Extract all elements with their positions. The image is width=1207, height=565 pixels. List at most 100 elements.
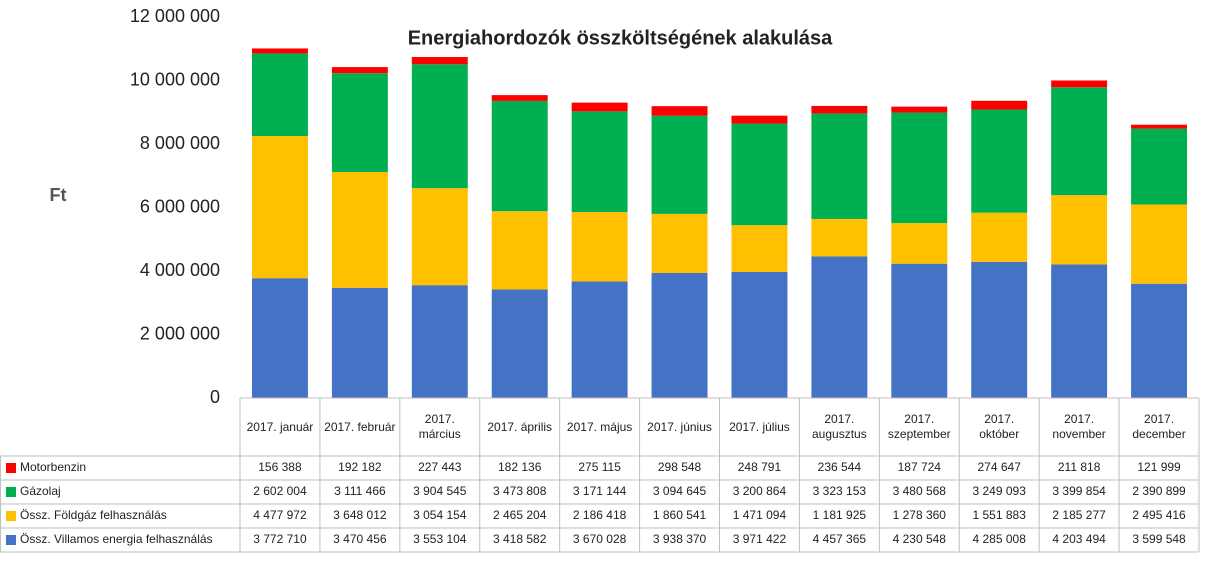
data-label: 298 548: [658, 460, 702, 474]
bar-segment: [331, 67, 388, 74]
data-label: 3 418 582: [493, 532, 547, 546]
x-tick-label: 2017. március: [418, 412, 461, 441]
data-label: 156 388: [258, 460, 302, 474]
bar-segment: [811, 218, 868, 257]
legend-label: Motorbenzin: [20, 460, 86, 474]
bar-segment: [811, 256, 868, 398]
bar-segment: [411, 57, 468, 65]
x-tick-label-box: 2017. június: [647, 419, 712, 434]
data-label: 3 670 028: [573, 532, 627, 546]
data-label: 192 182: [338, 460, 382, 474]
x-tick-label: 2017. január: [246, 419, 314, 434]
bar-segment: [1051, 80, 1108, 88]
bar-segment: [651, 115, 708, 214]
x-tick-label-box: 2017. február: [324, 420, 395, 434]
bar-segment: [811, 113, 868, 219]
bar-segment: [731, 271, 788, 398]
bar-segment: [251, 278, 308, 398]
data-label: 1 860 541: [653, 508, 707, 522]
x-tick-label: 2017. szeptember: [887, 412, 951, 441]
x-tick-label-box: 2017. december: [1132, 412, 1186, 441]
data-label: 3 904 545: [413, 484, 467, 498]
data-label: 3 648 012: [333, 508, 387, 522]
data-label: 3 094 645: [653, 484, 707, 498]
x-tick-label-box: 2017. április: [487, 420, 552, 434]
data-label: 211 818: [1058, 460, 1101, 474]
x-tick-label: 2017. május: [566, 419, 633, 434]
x-tick-label-box: 2017. július: [729, 419, 790, 434]
x-tick-label-box: 2017. május: [566, 419, 633, 434]
chart-title: Energiahordozók összköltségének alakulás…: [408, 27, 833, 49]
y-tick-label: 8 000 000: [140, 133, 220, 153]
data-label: 236 544: [818, 460, 862, 474]
bar-segment: [331, 171, 388, 288]
bar-segment: [971, 109, 1028, 213]
data-label: 3 399 854: [1052, 484, 1106, 498]
bar-segment: [571, 102, 628, 112]
bar-segment: [891, 112, 948, 224]
data-label: 1 551 883: [973, 508, 1027, 522]
x-tick-label: 2017. október: [979, 412, 1020, 441]
data-label: 4 203 494: [1052, 532, 1106, 546]
bar-segment: [891, 106, 948, 113]
bar-segment: [571, 281, 628, 398]
data-label: 3 111 466: [334, 484, 386, 498]
bar-segment: [971, 261, 1028, 398]
data-label: 3 470 456: [333, 532, 387, 546]
y-tick-label: 12 000 000: [130, 6, 220, 26]
data-label: 187 724: [898, 460, 942, 474]
bar-segment: [731, 123, 788, 226]
data-label: 3 480 568: [893, 484, 947, 498]
bar-segment: [571, 111, 628, 213]
data-label: 2 495 416: [1132, 508, 1186, 522]
data-label: 121 999: [1137, 460, 1181, 474]
bar-segment: [491, 95, 548, 101]
legend-key: [6, 535, 16, 545]
bar-segment: [651, 272, 708, 398]
bar-segment: [491, 289, 548, 398]
data-label: 4 285 008: [973, 532, 1027, 546]
y-axis-label: Ft: [50, 185, 67, 205]
data-label: 3 599 548: [1132, 532, 1186, 546]
legend-label: Gázolaj: [20, 484, 61, 498]
x-tick-label-box: 2017. augusztus: [812, 412, 867, 441]
data-label: 248 791: [738, 460, 782, 474]
data-label: 3 054 154: [413, 508, 467, 522]
data-label: 1 471 094: [733, 508, 787, 522]
bar-segment: [891, 263, 948, 398]
data-label: 182 136: [498, 460, 542, 474]
data-label: 3 971 422: [733, 532, 787, 546]
bar-segment: [411, 64, 468, 189]
bar-segment: [331, 287, 388, 398]
bar-segment: [811, 105, 868, 114]
legend-label: Össz. Földgáz felhasználás: [20, 508, 167, 522]
y-tick-label: 0: [210, 387, 220, 407]
bar-segment: [1131, 124, 1188, 129]
data-label: 2 390 899: [1132, 484, 1186, 498]
x-tick-label: 2017. november: [1052, 412, 1106, 441]
x-tick-label-box: 2017. november: [1052, 412, 1106, 441]
data-label: 2 185 277: [1052, 508, 1106, 522]
bar-segment: [251, 136, 308, 279]
data-label: 2 465 204: [493, 508, 547, 522]
data-label: 3 553 104: [413, 532, 467, 546]
data-label: 227 443: [418, 460, 462, 474]
x-tick-label-box: 2017. március: [418, 412, 461, 441]
y-tick-label: 6 000 000: [140, 196, 220, 216]
x-tick-label: 2017. december: [1132, 412, 1186, 441]
data-label: 3 171 144: [573, 484, 627, 498]
data-label: 4 457 365: [813, 532, 867, 546]
bar-segment: [411, 285, 468, 398]
x-tick-label-box: 2017. szeptember: [887, 412, 951, 441]
bar-segment: [731, 225, 788, 272]
data-label: 3 772 710: [253, 532, 307, 546]
data-label: 3 938 370: [653, 532, 707, 546]
data-label: 2 186 418: [573, 508, 627, 522]
bar-segment: [411, 188, 468, 286]
x-tick-label: 2017. július: [729, 419, 790, 434]
x-tick-label: 2017. június: [647, 419, 712, 434]
bar-segment: [971, 100, 1028, 110]
bar-segment: [971, 212, 1028, 262]
bar-segment: [1051, 87, 1108, 196]
